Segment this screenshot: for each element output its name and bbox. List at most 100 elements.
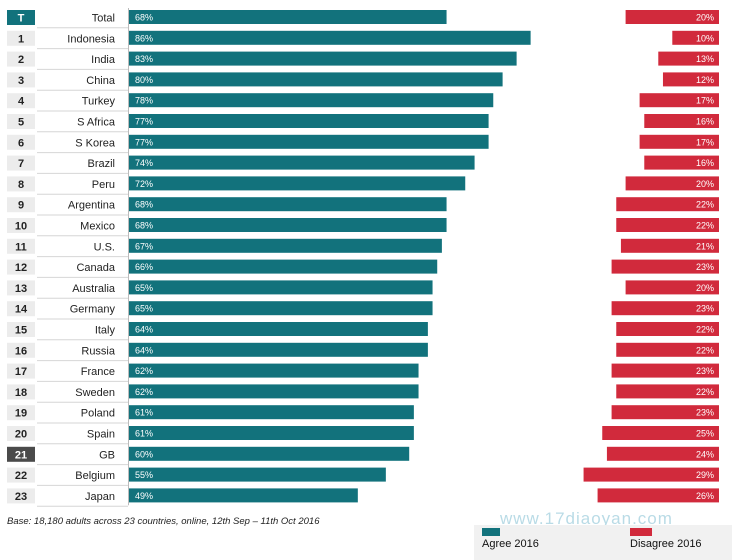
country-label: GB bbox=[99, 449, 115, 461]
agree-bar bbox=[129, 363, 419, 378]
country-label: Mexico bbox=[80, 221, 115, 233]
agree-value-label: 65% bbox=[135, 283, 153, 293]
rank-box bbox=[7, 384, 35, 400]
rank-box bbox=[7, 134, 35, 150]
disagree-bar bbox=[616, 342, 719, 357]
rank-label: 20 bbox=[15, 429, 27, 441]
rank-label: 6 bbox=[18, 137, 24, 149]
agree-bar bbox=[129, 384, 419, 399]
agree-value-label: 72% bbox=[135, 179, 153, 189]
legend-disagree-swatch bbox=[630, 528, 652, 536]
agree-bar bbox=[129, 238, 442, 253]
rank-box bbox=[7, 72, 35, 88]
disagree-bar bbox=[616, 384, 719, 399]
disagree-value-label: 22% bbox=[696, 325, 714, 335]
rank-box bbox=[7, 259, 35, 275]
rank-label: 13 bbox=[15, 283, 27, 295]
disagree-bar bbox=[639, 134, 719, 149]
agree-bar bbox=[129, 322, 428, 336]
agree-bar bbox=[129, 10, 447, 24]
disagree-value-label: 20% bbox=[696, 283, 714, 293]
disagree-value-label: 17% bbox=[696, 137, 714, 147]
disagree-value-label: 29% bbox=[696, 470, 714, 480]
country-label: Brazil bbox=[87, 158, 115, 170]
rank-label: 10 bbox=[15, 221, 27, 233]
disagree-value-label: 23% bbox=[696, 366, 714, 376]
disagree-value-label: 20% bbox=[696, 13, 714, 23]
agree-value-label: 65% bbox=[135, 304, 153, 314]
disagree-value-label: 25% bbox=[696, 429, 714, 439]
country-label: Australia bbox=[72, 283, 116, 295]
rank-label: 16 bbox=[15, 345, 27, 357]
rank-label: 19 bbox=[15, 408, 27, 420]
disagree-value-label: 16% bbox=[696, 117, 714, 127]
rank-label: 17 bbox=[15, 366, 27, 378]
rank-box bbox=[7, 155, 35, 171]
agree-value-label: 55% bbox=[135, 470, 153, 480]
disagree-value-label: 20% bbox=[696, 179, 714, 189]
rank-box bbox=[7, 30, 35, 46]
disagree-bar bbox=[625, 10, 719, 24]
rank-label: 21 bbox=[15, 449, 27, 461]
watermark: www.17diaoyan.com bbox=[500, 509, 673, 528]
rank-label: 9 bbox=[18, 200, 24, 212]
rank-label: 22 bbox=[15, 470, 27, 482]
rank-label: 1 bbox=[18, 33, 24, 45]
agree-value-label: 77% bbox=[135, 137, 153, 147]
disagree-value-label: 22% bbox=[696, 345, 714, 355]
agree-bar bbox=[129, 405, 414, 420]
country-label: Indonesia bbox=[67, 33, 116, 45]
rank-box bbox=[7, 322, 35, 337]
disagree-value-label: 16% bbox=[696, 158, 714, 168]
rank-box bbox=[7, 218, 35, 233]
country-label: Russia bbox=[81, 345, 116, 357]
disagree-value-label: 12% bbox=[696, 75, 714, 85]
agree-bar bbox=[129, 301, 433, 316]
agree-value-label: 61% bbox=[135, 429, 153, 439]
country-label: Turkey bbox=[82, 96, 116, 108]
rank-label: 14 bbox=[15, 304, 28, 316]
country-label: Total bbox=[92, 13, 115, 25]
disagree-bar bbox=[620, 238, 719, 253]
country-label: Belgium bbox=[75, 470, 115, 482]
country-label: Italy bbox=[95, 325, 116, 337]
disagree-bar bbox=[611, 405, 719, 420]
agree-bar bbox=[129, 114, 489, 128]
disagree-bar bbox=[583, 467, 719, 482]
disagree-bar bbox=[597, 488, 719, 503]
agree-value-label: 83% bbox=[135, 54, 153, 64]
disagree-value-label: 22% bbox=[696, 221, 714, 231]
disagree-bar bbox=[672, 30, 719, 45]
disagree-bar bbox=[662, 72, 719, 87]
country-label: Germany bbox=[70, 304, 116, 316]
disagree-bar bbox=[611, 363, 719, 378]
country-label: S Korea bbox=[75, 137, 116, 149]
disagree-value-label: 10% bbox=[696, 33, 714, 43]
country-label: China bbox=[86, 75, 116, 87]
rank-box bbox=[7, 363, 35, 379]
agree-value-label: 61% bbox=[135, 408, 153, 418]
country-label: India bbox=[91, 54, 116, 66]
country-label: S Africa bbox=[77, 117, 116, 129]
agree-value-label: 86% bbox=[135, 33, 153, 43]
agree-bar bbox=[129, 280, 433, 295]
rank-label: T bbox=[18, 13, 25, 25]
rank-label: 3 bbox=[18, 75, 24, 87]
rank-box bbox=[7, 301, 35, 317]
agree-bar bbox=[129, 467, 386, 482]
rank-box bbox=[7, 10, 35, 25]
disagree-bar bbox=[625, 280, 719, 295]
rank-label: 2 bbox=[18, 54, 24, 66]
agree-bar bbox=[129, 446, 410, 461]
rank-label: 18 bbox=[15, 387, 27, 399]
agree-value-label: 80% bbox=[135, 75, 153, 85]
agree-value-label: 74% bbox=[135, 158, 153, 168]
disagree-value-label: 24% bbox=[696, 449, 714, 459]
rank-label: 11 bbox=[15, 241, 27, 253]
rank-box bbox=[7, 426, 35, 441]
country-label: Canada bbox=[76, 262, 115, 274]
rank-label: 8 bbox=[18, 179, 24, 191]
agree-bar bbox=[129, 155, 475, 170]
rank-box bbox=[7, 446, 35, 462]
rank-box bbox=[7, 405, 35, 421]
